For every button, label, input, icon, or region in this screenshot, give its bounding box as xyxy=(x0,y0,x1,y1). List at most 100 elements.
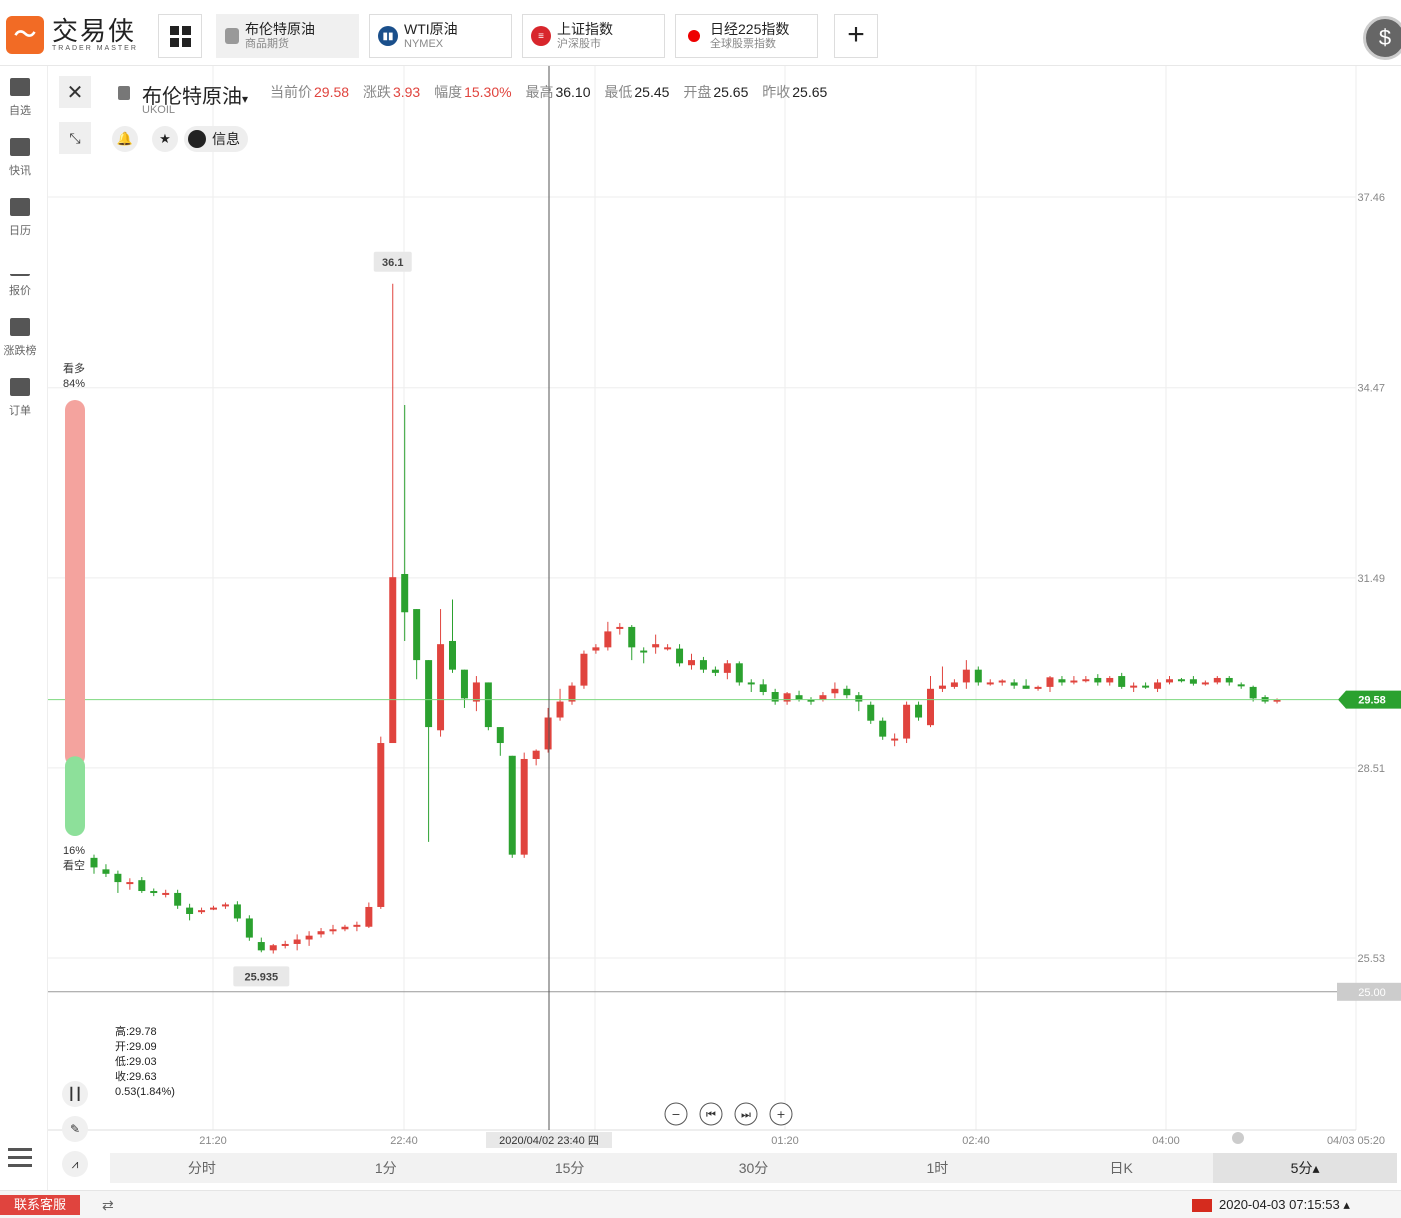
candle xyxy=(1189,679,1197,684)
candle xyxy=(1166,679,1173,683)
zoom-in-button[interactable]: + xyxy=(769,1102,793,1126)
candlestick-chart[interactable]: 37.4634.4731.4928.5125.5321:2022:40:0001… xyxy=(48,66,1401,1156)
info-list-icon xyxy=(188,130,206,148)
candle xyxy=(1225,677,1233,683)
x-tick-label: 22:40 xyxy=(390,1135,418,1147)
candle xyxy=(1177,679,1185,682)
sidebar-item-movers[interactable]: 涨跌榜 xyxy=(0,318,40,358)
price-change: 3.93 xyxy=(392,84,421,100)
collapse-button[interactable]: ⤡ xyxy=(59,122,91,154)
candle xyxy=(831,688,839,694)
candle xyxy=(353,924,361,927)
tab-shanghai-index[interactable]: ≡ 上证指数 沪深股市 xyxy=(522,14,665,58)
collapse-icon: ⤡ xyxy=(69,129,81,146)
zoom-in-button-ring xyxy=(769,1102,793,1126)
candle xyxy=(795,695,803,700)
period-tab[interactable]: 15分 xyxy=(554,1160,585,1176)
candle xyxy=(1273,699,1281,702)
candle xyxy=(699,660,707,670)
candle xyxy=(819,695,827,700)
candle xyxy=(1201,682,1209,685)
min-marker-label: 25.935 xyxy=(244,971,278,983)
brand-logo[interactable]: 〜 交易侠 TRADER MASTER xyxy=(6,16,138,54)
x-tick-label: 21:20 xyxy=(199,1135,227,1147)
scroll-handle[interactable] xyxy=(1232,1132,1244,1144)
step-back-button[interactable]: ⏮ xyxy=(699,1102,723,1126)
candle xyxy=(1237,684,1245,687)
candle xyxy=(855,695,863,702)
bear-pct: 16% xyxy=(63,845,85,857)
candle xyxy=(460,669,468,699)
candle xyxy=(843,688,851,696)
candle xyxy=(90,857,98,868)
brand-name: 交易侠 xyxy=(52,16,137,46)
candle xyxy=(1082,679,1090,682)
chart-overlay: 29.58 25.00 2020/04/02 23:40 四 36.1 25.935 看多… xyxy=(48,66,1401,1148)
candle xyxy=(759,684,767,693)
info-button[interactable]: 信息 xyxy=(184,126,248,152)
clipboard-icon xyxy=(10,378,30,396)
oil-icon xyxy=(118,86,130,100)
x-tick-label: 04:00 xyxy=(1152,1135,1180,1147)
tab-wti-oil[interactable]: ▮▮ WTI原油 NYMEX xyxy=(369,14,512,58)
left-sidebar: 自选 快讯 日历 报价 涨跌榜 订单 xyxy=(0,66,48,1190)
symbol-code: UKOIL xyxy=(142,104,176,116)
bear-label: 看空 xyxy=(63,858,85,872)
symbol-selector[interactable]: 布伦特原油▾ xyxy=(142,86,249,108)
tab-brent-oil[interactable]: 布伦特原油 商品期货 xyxy=(216,14,359,58)
translate-icon[interactable]: ⇄ xyxy=(102,1197,114,1213)
bar-rank-icon xyxy=(10,318,30,336)
draw-tool-button[interactable]: ✎ xyxy=(62,1116,88,1142)
close-chart-button[interactable]: ✕ xyxy=(59,76,91,108)
tab-nikkei-225[interactable]: 日经225指数 全球股票指数 xyxy=(675,14,818,58)
candle xyxy=(986,682,994,685)
zoom-in-icon: + xyxy=(776,1108,785,1121)
sidebar-item-quotes[interactable]: 报价 xyxy=(0,258,40,298)
candle xyxy=(592,647,600,651)
period-tab[interactable]: 日K xyxy=(1109,1160,1133,1176)
dollar-account-button[interactable]: $ xyxy=(1363,16,1401,60)
candle xyxy=(950,682,958,687)
candle xyxy=(1154,682,1162,689)
zoom-out-button[interactable]: − xyxy=(664,1102,688,1126)
candle xyxy=(688,660,695,666)
menu-icon[interactable] xyxy=(8,1148,32,1172)
bell-icon: 🔔 xyxy=(116,131,134,146)
candle xyxy=(640,650,648,653)
period-tab[interactable]: 1时 xyxy=(926,1160,949,1176)
open-price: 25.65 xyxy=(713,84,749,100)
indicator-button[interactable]: ⩘ xyxy=(62,1151,88,1177)
alert-bell-button[interactable]: 🔔 xyxy=(112,126,138,152)
favorite-star-button[interactable]: ★ xyxy=(152,126,178,152)
candle xyxy=(1094,677,1102,683)
top-bar: 〜 交易侠 TRADER MASTER 布伦特原油 商品期货 ▮▮ WTI原油 NY… xyxy=(0,0,1401,66)
step-forward-button[interactable]: ⏭ xyxy=(734,1102,758,1126)
chart-grid: 37.4634.4731.4928.5125.5321:2022:40:0001… xyxy=(48,66,1385,1147)
period-tab[interactable]: 30分 xyxy=(738,1160,769,1176)
candle xyxy=(484,682,492,728)
period-tab-active[interactable]: 5分▴ xyxy=(1213,1153,1398,1183)
grid-menu-button[interactable] xyxy=(158,14,202,58)
sidebar-item-favorites[interactable]: 自选 xyxy=(0,78,40,118)
candle xyxy=(221,904,229,907)
logo-icon: 〜 xyxy=(6,16,44,54)
candle xyxy=(604,631,612,648)
quote-strip: 当前价 29.58 涨跌 3.93 幅度 15.30% 最高 36.10 最低 25.45… xyxy=(270,84,828,100)
candle xyxy=(425,660,433,728)
period-tab[interactable]: 1分 xyxy=(374,1160,397,1176)
datetime[interactable]: 2020-04-03 07:15:53 ▴ xyxy=(1219,1197,1350,1212)
candle xyxy=(735,663,743,683)
chart-type-button[interactable]: ┃┃ xyxy=(62,1081,88,1107)
sse-logo-icon: ≡ xyxy=(531,26,551,46)
period-tab[interactable]: 分时 xyxy=(187,1160,216,1176)
sidebar-item-news[interactable]: 快讯 xyxy=(0,138,40,178)
add-tab-button[interactable]: + xyxy=(834,14,878,58)
sidebar-item-calendar[interactable]: 日历 xyxy=(0,198,40,238)
current-price-label: 29.58 xyxy=(1358,695,1386,707)
candle xyxy=(377,743,385,907)
sidebar-item-orders[interactable]: 订单 xyxy=(0,378,40,418)
customer-service-button[interactable]: 联系客服 xyxy=(0,1195,80,1215)
dropdown-caret-icon: ▾ xyxy=(242,92,249,106)
step-back-button-ring xyxy=(699,1102,723,1126)
candle xyxy=(269,945,277,951)
